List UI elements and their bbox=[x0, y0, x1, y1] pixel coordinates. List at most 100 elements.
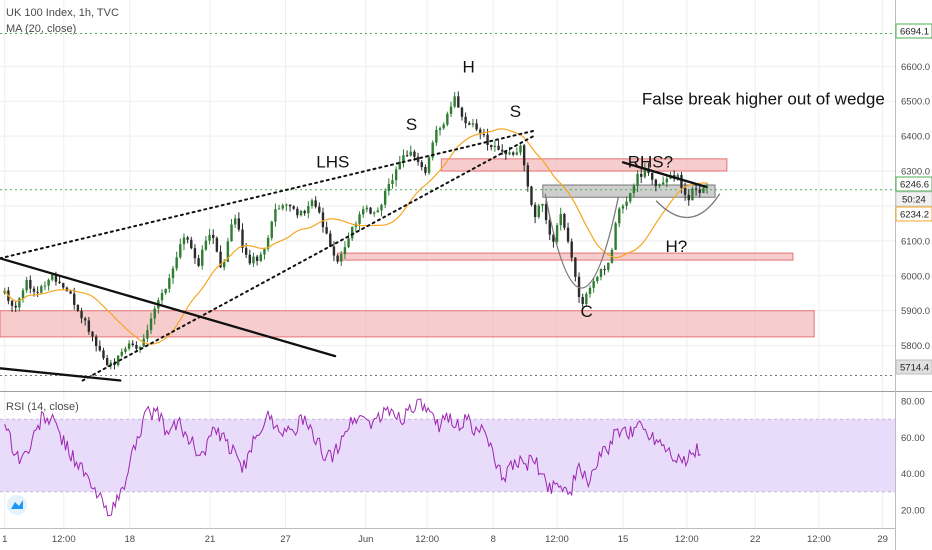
trendlines bbox=[0, 129, 707, 382]
ma-value-tag: 6234.2 bbox=[900, 210, 929, 221]
lower-support-zone bbox=[0, 310, 815, 338]
wedge-lower-line[interactable] bbox=[81, 135, 535, 382]
candle-body bbox=[603, 269, 606, 271]
price-zones bbox=[0, 158, 815, 338]
candle-body bbox=[479, 129, 482, 135]
mid-support-zone bbox=[336, 252, 794, 261]
candle-body bbox=[87, 320, 91, 332]
time-tick-label: 22 bbox=[750, 534, 761, 545]
candle-body bbox=[54, 274, 58, 282]
time-tick-label: 12:00 bbox=[52, 534, 76, 545]
candle-body bbox=[676, 175, 679, 179]
time-tick-label: 12:00 bbox=[675, 534, 699, 545]
price-tick-label: 6600.0 bbox=[901, 62, 930, 73]
candle-body bbox=[233, 218, 237, 225]
candle-body bbox=[325, 227, 328, 234]
price-tick-label: 5900.0 bbox=[901, 306, 930, 317]
tradingview-logo[interactable] bbox=[7, 495, 27, 515]
candle-body bbox=[197, 258, 200, 266]
candle-body bbox=[314, 200, 317, 207]
candle-body bbox=[62, 283, 65, 288]
annotations: H S S LHS False break higher out of wedge RHS… bbox=[316, 58, 885, 321]
candle-body bbox=[310, 200, 314, 206]
candle-body bbox=[340, 254, 343, 262]
candle-body bbox=[226, 241, 230, 262]
candle-body bbox=[438, 128, 442, 130]
level-low-tag-bg bbox=[895, 359, 932, 375]
candle-body bbox=[171, 268, 175, 279]
candle-body bbox=[544, 203, 548, 221]
candle-body bbox=[511, 152, 515, 155]
candle-body bbox=[292, 206, 295, 209]
candle-body bbox=[73, 293, 76, 305]
candle-body bbox=[51, 274, 54, 280]
annotation-label: H? bbox=[666, 237, 688, 256]
candle-body bbox=[215, 238, 219, 252]
candle-body bbox=[277, 208, 281, 210]
candle-body bbox=[468, 123, 471, 125]
candle-body bbox=[109, 362, 113, 366]
time-tick-label: 29 bbox=[877, 534, 888, 545]
symbol-title[interactable]: UK 100 Index, 1h, TVC bbox=[6, 7, 119, 19]
candle-body bbox=[182, 237, 186, 245]
candle-body bbox=[559, 214, 562, 226]
rsi-band bbox=[0, 419, 895, 492]
candle-body bbox=[413, 151, 416, 157]
candle-body bbox=[208, 234, 211, 241]
rhs-down-line[interactable] bbox=[621, 161, 707, 188]
candle-body bbox=[303, 210, 306, 214]
annotation-label: RHS? bbox=[628, 153, 673, 172]
price-tick-label: 6300.0 bbox=[901, 167, 930, 178]
time-tick-label: 12:00 bbox=[415, 534, 439, 545]
candle-body bbox=[694, 188, 698, 190]
candle-body bbox=[296, 208, 299, 216]
level-low-tag: 5714.4 bbox=[900, 363, 929, 374]
candle-body bbox=[212, 234, 215, 239]
candle-body bbox=[332, 246, 336, 256]
moving-average-line bbox=[4, 128, 708, 345]
candle-body bbox=[329, 233, 332, 247]
neckline-zone bbox=[542, 184, 716, 198]
candle-body bbox=[168, 278, 171, 289]
lower-falling-trendline[interactable] bbox=[0, 367, 122, 382]
candle-body bbox=[25, 279, 28, 291]
rsi-tick-label: 40.00 bbox=[901, 469, 925, 480]
candle-body bbox=[343, 247, 347, 255]
candle-body bbox=[691, 188, 694, 201]
candle-body bbox=[270, 221, 273, 238]
candle-body bbox=[318, 206, 321, 213]
time-axis[interactable]: 1 12:00 18 21 27 Jun 12:00 8 12:00 15 12:00 22 12:00… bbox=[2, 534, 888, 545]
candle-body bbox=[299, 210, 303, 216]
candle-body bbox=[351, 226, 354, 239]
price-tick-label: 6000.0 bbox=[901, 271, 930, 282]
time-tick-label: 12:00 bbox=[545, 534, 569, 545]
annotation-label: C bbox=[581, 302, 593, 321]
rsi-title[interactable]: RSI (14, close) bbox=[6, 401, 79, 413]
ma-title[interactable]: MA (20, close) bbox=[6, 23, 76, 35]
candle-body bbox=[519, 145, 522, 153]
candle-body bbox=[698, 189, 701, 193]
ma-value-tag-bg bbox=[895, 206, 932, 222]
candle-body bbox=[581, 296, 584, 305]
candle-body bbox=[146, 330, 149, 339]
candle-body bbox=[533, 204, 537, 218]
wedge-upper-line[interactable] bbox=[0, 129, 535, 260]
candle-body bbox=[632, 185, 636, 194]
rsi-axis[interactable]: 20.00 40.00 60.00 80.00 bbox=[901, 397, 925, 517]
rsi-tick-label: 60.00 bbox=[901, 433, 925, 444]
candle-body bbox=[102, 350, 105, 359]
countdown-tag-bg bbox=[895, 191, 932, 207]
candle-body bbox=[431, 142, 434, 158]
falling-trendline[interactable] bbox=[0, 257, 337, 358]
candle-body bbox=[43, 285, 47, 287]
candle-body bbox=[446, 113, 449, 125]
candle-body bbox=[683, 188, 687, 195]
candle-body bbox=[193, 248, 197, 259]
candle-body bbox=[138, 346, 142, 349]
candle-body bbox=[588, 287, 592, 294]
candle-body bbox=[252, 256, 255, 264]
candlestick-series bbox=[3, 91, 709, 370]
candle-body bbox=[372, 212, 376, 214]
candle-body bbox=[427, 157, 431, 173]
